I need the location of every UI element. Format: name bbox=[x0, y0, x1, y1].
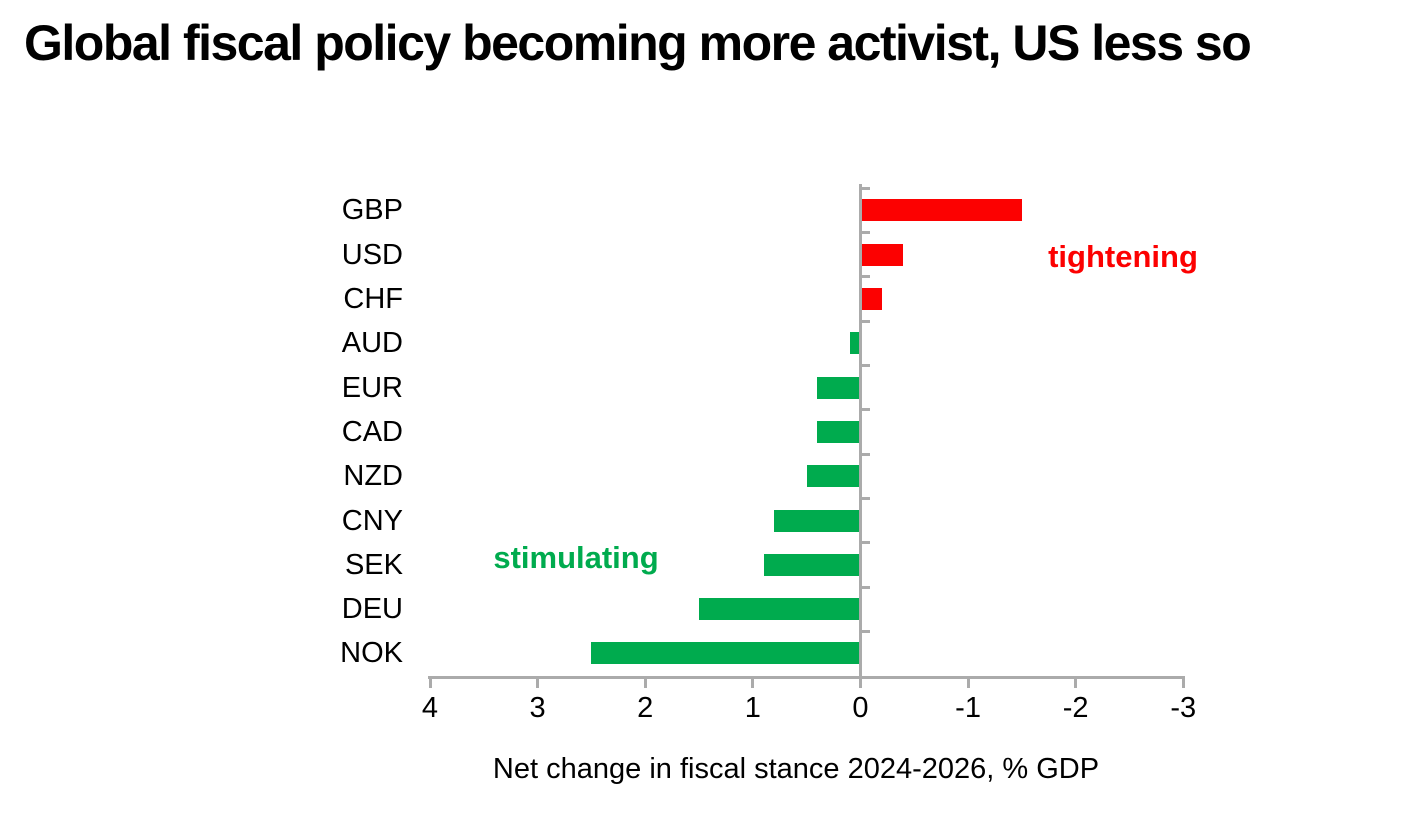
x-tick-label: 0 bbox=[852, 692, 869, 724]
y-axis-tick bbox=[860, 364, 871, 367]
category-label: CNY bbox=[341, 504, 403, 537]
x-axis-tick bbox=[751, 675, 755, 688]
category-label: AUD bbox=[341, 327, 403, 360]
x-axis-label: Net change in fiscal stance 2024-2026, %… bbox=[492, 753, 1100, 785]
bar bbox=[860, 243, 904, 266]
x-axis-line bbox=[428, 675, 1186, 679]
category-label: CAD bbox=[341, 415, 403, 448]
category-label: CHF bbox=[343, 283, 403, 316]
bar bbox=[763, 553, 861, 576]
y-axis-tick bbox=[860, 541, 871, 545]
bar bbox=[817, 376, 861, 399]
category-label: NZD bbox=[343, 460, 403, 493]
annotation-stimulating: stimulating bbox=[493, 540, 659, 575]
bar bbox=[860, 288, 882, 311]
y-axis-tick bbox=[860, 452, 871, 456]
annotation-tightening: tightening bbox=[1048, 239, 1198, 274]
chart-title: Global fiscal policy becoming more activ… bbox=[24, 15, 1252, 71]
x-tick-label: 4 bbox=[421, 692, 439, 724]
bar bbox=[591, 642, 861, 665]
bar bbox=[699, 598, 861, 621]
bar bbox=[860, 199, 1022, 222]
y-axis-tick bbox=[860, 629, 871, 633]
bar bbox=[806, 465, 861, 488]
x-tick-label: 2 bbox=[637, 692, 654, 724]
x-tick-label: -2 bbox=[1062, 692, 1089, 724]
x-axis-tick bbox=[1181, 675, 1185, 688]
x-tick-label: -3 bbox=[1170, 692, 1197, 724]
category-label: SEK bbox=[344, 548, 403, 581]
x-axis-tick bbox=[966, 675, 970, 688]
y-axis-tick bbox=[860, 408, 871, 412]
y-axis-line bbox=[858, 183, 862, 679]
category-label: USD bbox=[341, 238, 403, 271]
x-axis-tick bbox=[536, 675, 540, 688]
y-axis-tick bbox=[860, 275, 871, 279]
x-axis-tick bbox=[858, 675, 862, 688]
bar bbox=[849, 332, 861, 355]
y-axis-tick bbox=[860, 186, 871, 190]
y-axis-tick bbox=[860, 496, 871, 500]
category-label: DEU bbox=[341, 593, 403, 626]
bar bbox=[817, 420, 861, 443]
x-tick-label: -1 bbox=[955, 692, 981, 724]
category-label: NOK bbox=[340, 637, 403, 670]
bar bbox=[774, 509, 861, 532]
y-axis-tick bbox=[860, 319, 871, 323]
x-axis-tick bbox=[428, 675, 432, 688]
y-axis-tick bbox=[860, 585, 871, 589]
y-axis-tick bbox=[860, 231, 871, 235]
category-label: EUR bbox=[341, 371, 403, 404]
x-axis-tick bbox=[1074, 675, 1078, 688]
category-label: GBP bbox=[341, 194, 403, 227]
x-axis-tick bbox=[643, 675, 647, 688]
x-tick-label: 3 bbox=[529, 692, 546, 724]
x-tick-label: 1 bbox=[744, 692, 761, 724]
